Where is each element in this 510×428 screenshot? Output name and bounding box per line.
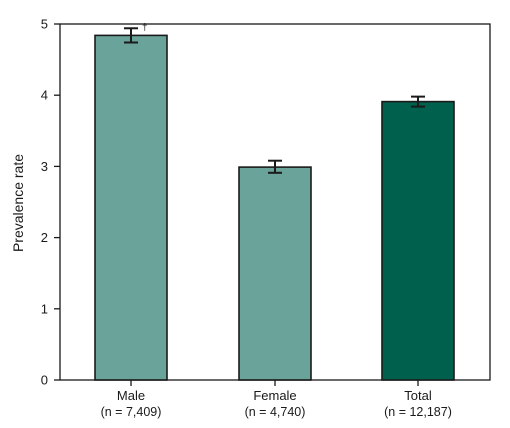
error-bar-female	[268, 159, 282, 174]
y-tick-label: 5	[41, 17, 48, 32]
error-bar-male	[124, 27, 138, 44]
error-bar-total	[411, 95, 425, 108]
x-sample-size-label: (n = 4,740)	[245, 405, 306, 419]
y-tick-label: 0	[41, 373, 48, 388]
y-tick-label: 4	[41, 88, 48, 103]
x-category-label: Female	[253, 388, 296, 403]
significance-marker: †	[142, 22, 148, 33]
y-tick-label: 3	[41, 159, 48, 174]
bars-group	[94, 34, 455, 381]
error-bars-group: †	[124, 22, 425, 174]
bar-male	[94, 34, 168, 381]
x-sample-size-label: (n = 7,409)	[101, 405, 162, 419]
y-axis-title: Prevalence rate	[10, 154, 26, 252]
bar-total	[381, 100, 455, 381]
y-tick-label: 2	[41, 230, 48, 245]
y-tick-label: 1	[41, 301, 48, 316]
x-axis: Male (n = 7,409) Female (n = 4,740) Total (n …	[101, 380, 452, 419]
x-category-label: Male	[117, 388, 145, 403]
x-sample-size-label: (n = 12,187)	[384, 405, 452, 419]
y-axis: 0 1 2 3 4 5	[41, 17, 60, 388]
x-category-label: Total	[404, 388, 432, 403]
bar-female	[238, 166, 312, 381]
